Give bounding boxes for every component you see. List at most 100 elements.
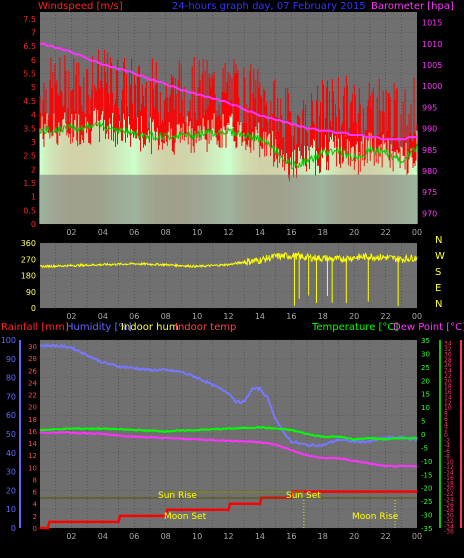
y-tick-label: 270 <box>21 255 36 264</box>
x-tick-label: 02 <box>66 312 76 321</box>
humidity-tick-label: 40 <box>6 449 16 458</box>
dew-tick-label: -20 <box>444 486 454 493</box>
y-left-tick-label: 0 <box>31 220 36 229</box>
dew-tick-label: 24 <box>444 368 452 375</box>
dew-tick-label: 28 <box>444 357 452 364</box>
temp-tick-label: -25 <box>421 498 432 506</box>
humidity-tick-label: 80 <box>6 374 16 383</box>
y-left-tick-label: 6.5 <box>23 42 36 51</box>
rain-tick-label: 28 <box>28 355 37 363</box>
rain-tick-label: 30 <box>28 343 37 351</box>
y-left-tick-label: 5 <box>31 83 36 92</box>
rain-tick-label: 0 <box>33 525 37 533</box>
x-tick-label: 18 <box>318 228 328 237</box>
y-left-tick-label: 3 <box>31 138 36 147</box>
temp-tick-label: 15 <box>421 391 430 399</box>
x-tick-label: 06 <box>129 532 139 541</box>
lower-shade <box>40 174 417 224</box>
rain-tick-label: 10 <box>28 464 37 472</box>
x-tick-label: 12 <box>223 532 233 541</box>
temp-tick-label: -15 <box>421 471 432 479</box>
rain-tick-label: 22 <box>28 392 37 400</box>
rain-tick-label: 24 <box>28 379 37 387</box>
x-tick-label: 02 <box>66 228 76 237</box>
temp-tick-label: 30 <box>421 350 430 358</box>
dew-tick-label: -26 <box>444 502 454 509</box>
dew-tick-label: -10 <box>444 459 454 466</box>
dew-tick-label: 2 <box>444 427 448 434</box>
temp-tick-label: 10 <box>421 404 430 412</box>
temp-tick-label: -5 <box>421 444 428 452</box>
humidity-tick-label: 100 <box>1 336 16 345</box>
temperature-panel: 02 04 06 08 10 12 14 16 18 20 22 000102030405060708… <box>1 336 462 541</box>
y-left-tick-label: 2 <box>31 165 36 174</box>
x-tick-label: 04 <box>98 228 108 237</box>
x-tick-label: 10 <box>192 312 202 321</box>
y-left-tick-label: 4.5 <box>23 97 36 106</box>
temp-tick-label: 35 <box>421 337 430 345</box>
x-tick-label: 00 <box>412 228 422 237</box>
y-right-tick-label: 980 <box>422 167 437 176</box>
humidity-tick-label: 90 <box>6 355 16 364</box>
dew-tick-label: 10 <box>444 405 452 412</box>
dew-tick-label: 34 <box>444 341 452 348</box>
y-left-tick-label: 5.5 <box>23 70 36 79</box>
y-left-tick-label: 3.5 <box>23 124 36 133</box>
barometer-line <box>40 42 417 141</box>
moon-rise-label: Moon Rise <box>352 512 399 522</box>
rain-tick-label: 26 <box>28 367 37 375</box>
y-left-tick-label: 7 <box>31 29 36 38</box>
x-tick-label: 22 <box>380 312 390 321</box>
temperature-series <box>39 343 418 530</box>
y-right-tick-label: 975 <box>422 188 437 197</box>
x-tick-label: 18 <box>318 312 328 321</box>
y-left-tick-label: 7.5 <box>23 15 36 24</box>
x-tick-label: 04 <box>98 532 108 541</box>
x-tick-label: 20 <box>349 532 359 541</box>
rain-tick-label: 18 <box>28 416 37 424</box>
dew-tick-label: -18 <box>444 480 454 487</box>
dew-tick-label: -28 <box>444 507 454 514</box>
humidity-tick-label: 60 <box>6 411 16 420</box>
dew-tick-label: -32 <box>444 518 454 525</box>
y-right-tick-label: 1000 <box>422 82 442 91</box>
temp-tick-label: 5 <box>421 418 425 426</box>
dewpoint-label: Dew Point [°C] <box>393 322 464 333</box>
x-tick-label: 20 <box>349 312 359 321</box>
dewpoint-line <box>39 431 418 468</box>
x-tick-label: 22 <box>380 228 390 237</box>
x-tick-label: 20 <box>349 228 359 237</box>
dew-tick-label: 12 <box>444 400 452 407</box>
dew-tick-label: 14 <box>444 394 452 401</box>
wind-panel: 02 04 06 08 10 12 14 16 18 20 22 0000.511.522.533.5… <box>23 12 442 237</box>
humidity-tick-label: 20 <box>6 486 16 495</box>
x-tick-label: 06 <box>129 228 139 237</box>
y-right-tick-label: 985 <box>422 146 437 155</box>
dew-tick-label: -34 <box>444 523 454 530</box>
rain-tick-label: 4 <box>33 501 38 509</box>
temp-tick-label: -10 <box>421 458 432 466</box>
barometer-label: Barometer [hpa] <box>371 1 454 12</box>
rain-tick-label: 20 <box>28 404 37 412</box>
y-tick-label: 90 <box>26 288 36 297</box>
dew-tick-label: -4 <box>444 443 450 450</box>
dew-tick-label: -2 <box>444 437 450 444</box>
rainfall-label: Rainfall [mm] <box>1 322 69 333</box>
temperature-axes: 02 04 06 08 10 12 14 16 18 20 22 000102030405060708… <box>1 336 462 541</box>
wind-axes: 02 04 06 08 10 12 14 16 18 20 22 0000.511.522.533.5… <box>23 15 442 237</box>
dew-tick-label: 16 <box>444 389 452 396</box>
y-right-tick-label: 1010 <box>422 40 442 49</box>
sun-set-label: Sun Set <box>286 491 321 501</box>
y-tick-label: 180 <box>21 272 36 281</box>
humidity-line <box>39 343 418 448</box>
y-right-tick-label: 1005 <box>422 61 442 70</box>
y-left-tick-label: 1 <box>31 193 36 202</box>
dew-tick-label: -16 <box>444 475 454 482</box>
x-tick-label: 22 <box>380 532 390 541</box>
temp-tick-label: -30 <box>421 512 432 520</box>
compass-label: N <box>435 299 442 310</box>
rain-tick-label: 14 <box>28 440 37 448</box>
dew-tick-label: -24 <box>444 496 454 503</box>
